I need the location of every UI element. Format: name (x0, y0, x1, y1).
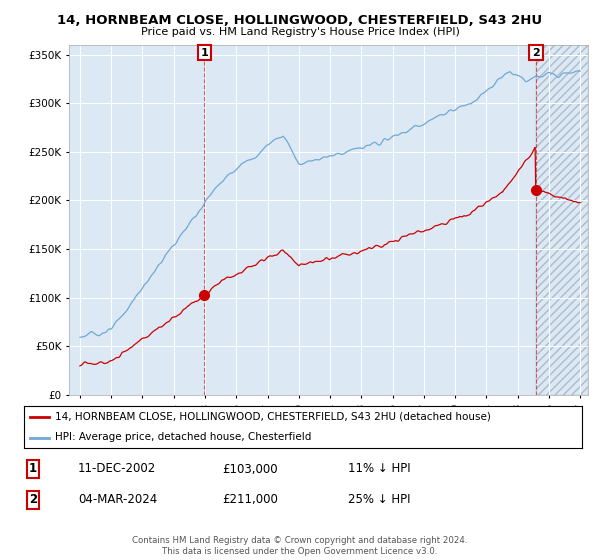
Text: 2: 2 (532, 48, 540, 58)
Text: 11-DEC-2002: 11-DEC-2002 (78, 463, 156, 475)
Text: HPI: Average price, detached house, Chesterfield: HPI: Average price, detached house, Ches… (55, 432, 311, 442)
Text: Price paid vs. HM Land Registry's House Price Index (HPI): Price paid vs. HM Land Registry's House … (140, 27, 460, 37)
Text: 14, HORNBEAM CLOSE, HOLLINGWOOD, CHESTERFIELD, S43 2HU: 14, HORNBEAM CLOSE, HOLLINGWOOD, CHESTER… (58, 14, 542, 27)
Text: 2: 2 (29, 493, 37, 506)
Text: 1: 1 (29, 463, 37, 475)
Text: 04-MAR-2024: 04-MAR-2024 (78, 493, 157, 506)
Text: 1: 1 (200, 48, 208, 58)
Text: £211,000: £211,000 (222, 493, 278, 506)
Text: £103,000: £103,000 (222, 463, 278, 475)
Text: 11% ↓ HPI: 11% ↓ HPI (348, 463, 410, 475)
Text: 25% ↓ HPI: 25% ↓ HPI (348, 493, 410, 506)
Text: 14, HORNBEAM CLOSE, HOLLINGWOOD, CHESTERFIELD, S43 2HU (detached house): 14, HORNBEAM CLOSE, HOLLINGWOOD, CHESTER… (55, 412, 491, 422)
Text: Contains HM Land Registry data © Crown copyright and database right 2024.
This d: Contains HM Land Registry data © Crown c… (132, 536, 468, 556)
